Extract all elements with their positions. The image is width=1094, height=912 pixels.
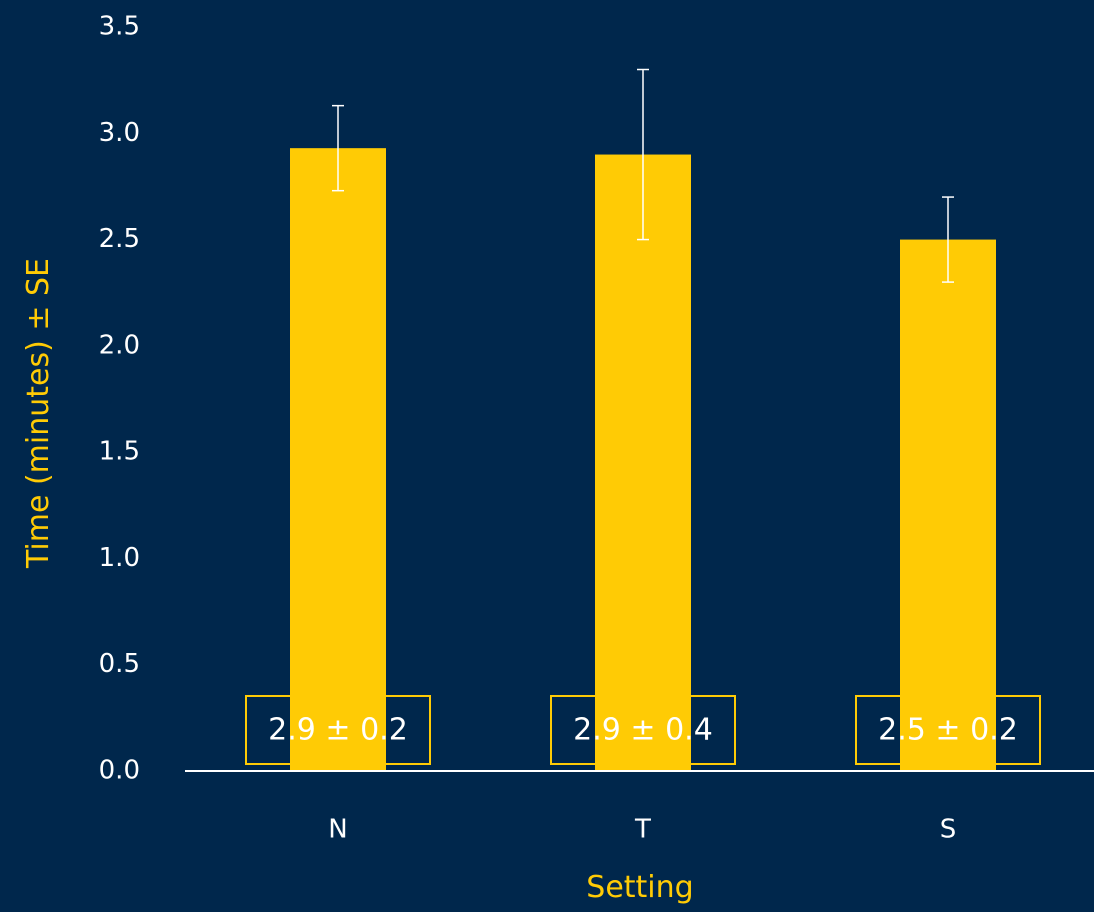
data-label: 2.9 ± 0.2: [268, 713, 408, 748]
data-label: 2.9 ± 0.4: [573, 713, 713, 748]
y-tick-label: 1.0: [99, 543, 140, 573]
x-tick-label: N: [328, 815, 347, 845]
y-tick-label: 0.5: [99, 649, 140, 679]
y-tick-label: 3.5: [99, 12, 140, 42]
y-tick-label: 1.5: [99, 437, 140, 467]
data-label-box: [855, 695, 1041, 765]
bar-T: [595, 154, 691, 772]
x-axis-title: Setting: [586, 870, 693, 905]
x-tick-label: T: [634, 815, 651, 845]
y-tick-label: 3.0: [99, 118, 140, 148]
error-bars: [332, 68, 954, 283]
error-bar: [332, 104, 344, 192]
data-label: 2.5 ± 0.2: [878, 713, 1018, 748]
bar-S: [900, 239, 996, 772]
bars: [290, 148, 996, 772]
error-bar: [942, 196, 954, 283]
y-tick-label: 2.5: [99, 224, 140, 254]
y-axis-title: Time (minutes) ± SE: [21, 258, 56, 569]
bar-N: [290, 148, 386, 771]
error-bar: [637, 68, 649, 241]
x-tick-label: S: [940, 815, 957, 845]
data-labels: 2.9 ± 0.2 2.9 ± 0.4 2.5 ± 0.2: [245, 695, 1041, 765]
y-axis-ticks: 0.0 0.5 1.0 1.5 2.0 2.5 3.0 3.5: [99, 12, 140, 786]
data-label-box: [550, 695, 736, 765]
data-label-box: [245, 695, 431, 765]
y-tick-label: 0.0: [99, 756, 140, 786]
y-tick-label: 2.0: [99, 330, 140, 360]
